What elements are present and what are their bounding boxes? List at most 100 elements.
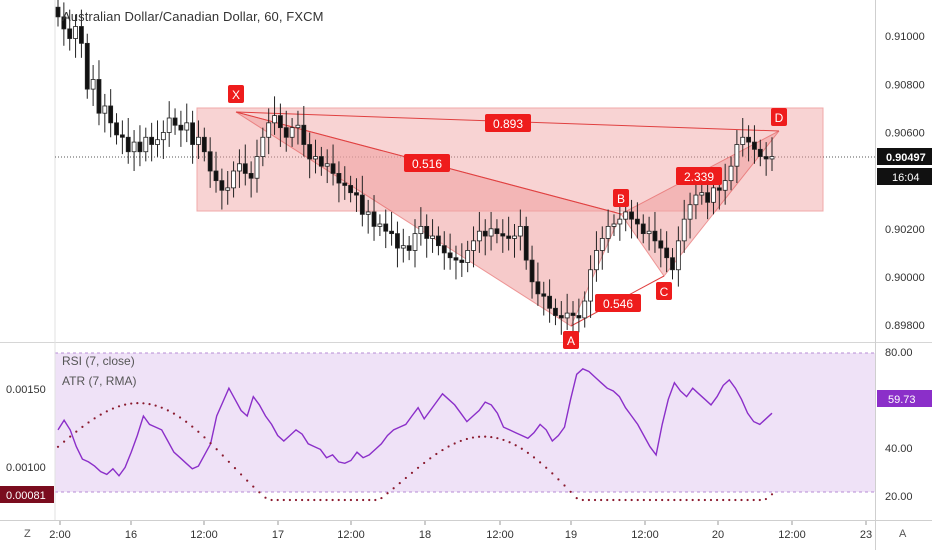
atr-dot — [166, 409, 169, 412]
candle-body — [541, 293, 547, 297]
candle — [324, 149, 330, 184]
candle-body — [61, 16, 67, 30]
candle-body — [184, 122, 190, 131]
atr-tick-label: 0.00100 — [6, 462, 46, 474]
atr-dot — [398, 482, 401, 485]
atr-dot — [81, 425, 84, 428]
candle — [342, 166, 348, 200]
rsi-indicator-label[interactable]: RSI (7, close) — [62, 354, 135, 368]
ratio-xd-bg — [485, 114, 531, 132]
auto-scale-toggle[interactable]: A — [899, 528, 907, 540]
candle — [108, 89, 114, 138]
atr-dot — [221, 454, 224, 457]
candle-body — [529, 259, 535, 283]
candle-body — [131, 141, 137, 153]
atr-dot — [636, 498, 639, 502]
candle-body — [248, 173, 254, 179]
price-tick-label: 0.90800 — [885, 79, 925, 91]
countdown-badge: 16:04 — [892, 172, 920, 184]
candle — [160, 120, 166, 159]
atr-dot — [111, 407, 115, 410]
candle-body — [307, 144, 313, 160]
pattern-label-c-bg — [656, 282, 672, 300]
candle — [125, 118, 131, 164]
candle — [681, 199, 687, 253]
time-tick-label: 12:00 — [486, 529, 514, 541]
candle-body — [553, 307, 558, 316]
candle-body — [79, 26, 84, 44]
candle — [55, 0, 61, 27]
atr-dot — [758, 498, 761, 502]
time-tick-label: 12:00 — [190, 529, 218, 541]
candle-body — [471, 240, 476, 251]
atr-dot — [496, 437, 499, 440]
atr-dot — [453, 442, 456, 445]
atr-dot — [117, 405, 121, 408]
candle-body — [102, 105, 108, 114]
pattern-label-x-bg — [228, 85, 244, 103]
atr-dot — [734, 498, 737, 502]
pattern-label-a: A — [567, 334, 575, 348]
candle — [453, 245, 459, 280]
candle — [277, 103, 283, 147]
candle — [348, 175, 354, 203]
atr-dot — [246, 479, 249, 482]
candle-body — [547, 295, 553, 309]
atr-dot — [569, 490, 572, 493]
rsi-value-badge: 59.73 — [888, 394, 916, 406]
atr-dot — [374, 498, 377, 502]
candle — [155, 120, 160, 157]
atr-dot — [160, 406, 163, 409]
candle — [400, 228, 406, 263]
candle — [190, 110, 196, 164]
atr-dot — [264, 496, 267, 499]
atr-dot — [715, 498, 719, 502]
atr-dot — [593, 498, 597, 502]
candle-body — [488, 228, 494, 237]
candle-body — [652, 230, 658, 242]
candle-body — [564, 312, 570, 319]
atr-dot — [313, 498, 316, 502]
candle-body — [523, 225, 529, 261]
atr-dot — [178, 416, 182, 419]
candle-body — [289, 127, 295, 138]
atr-dot — [416, 466, 420, 469]
candle — [558, 301, 564, 335]
candle — [231, 161, 236, 198]
candle — [752, 125, 757, 164]
candle-body — [664, 247, 670, 259]
zoom-toggle[interactable]: Z — [24, 528, 31, 540]
candle-body — [670, 257, 675, 271]
time-tick-label: 2:00 — [49, 529, 70, 541]
candle — [295, 110, 301, 145]
candle-body — [453, 257, 459, 261]
candle-body — [365, 211, 371, 215]
pattern-label-c: C — [660, 285, 669, 299]
atr-value-badge: 0.00081 — [6, 490, 46, 502]
candle-body — [734, 144, 740, 167]
atr-dot — [105, 410, 108, 413]
candle — [289, 118, 295, 147]
candle-body — [266, 122, 272, 138]
atr-dot — [435, 452, 438, 456]
candle-body — [149, 136, 155, 145]
candle — [541, 281, 547, 316]
candle — [166, 101, 172, 147]
time-tick-label: 17 — [272, 529, 284, 541]
candle-body — [260, 136, 266, 157]
atr-dot — [380, 496, 383, 500]
atr-dot — [288, 498, 291, 502]
candle — [512, 223, 517, 258]
atr-dot — [728, 498, 731, 502]
candle — [377, 214, 383, 237]
ratio-ac: 0.546 — [603, 297, 633, 311]
candle-body — [711, 187, 716, 203]
candle-body — [447, 252, 453, 259]
candle-body — [231, 170, 236, 189]
candle — [664, 231, 670, 273]
candle — [594, 231, 599, 282]
candle — [225, 171, 231, 205]
atr-indicator-label[interactable]: ATR (7, RMA) — [62, 374, 137, 388]
candle — [430, 219, 435, 253]
